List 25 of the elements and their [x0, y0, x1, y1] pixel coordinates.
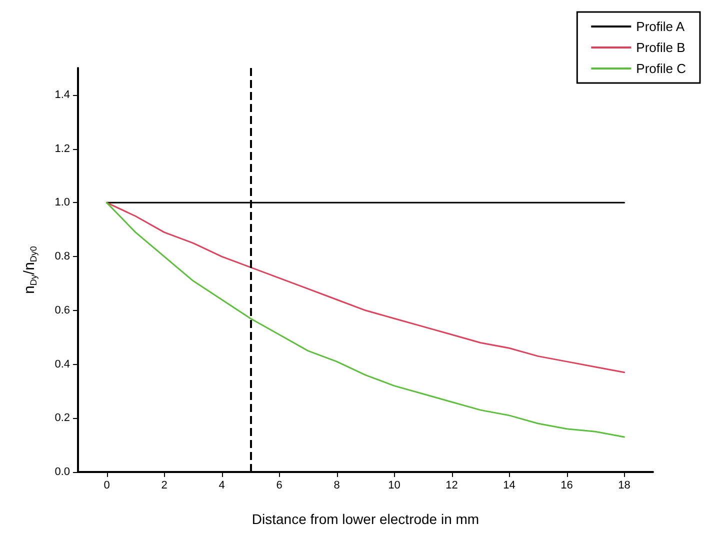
- y-axis-title: nDy/nDy0: [21, 246, 38, 294]
- x-tick-label: 2: [161, 480, 168, 492]
- x-tick-label: 6: [276, 480, 282, 492]
- legend-label: Profile A: [636, 19, 685, 34]
- legend-label: Profile B: [636, 40, 686, 55]
- x-tick-label: 0: [104, 480, 110, 492]
- x-tick-label: 4: [218, 480, 225, 492]
- x-tick-label: 10: [388, 480, 400, 492]
- x-tick-label: 18: [618, 480, 630, 492]
- y-tick-label: 0.0: [54, 466, 70, 478]
- y-tick-label: 1.2: [54, 142, 70, 155]
- y-tick-label: 0.4: [54, 358, 70, 370]
- legend-label: Profile C: [636, 61, 686, 76]
- y-tick-label: 0.6: [54, 304, 70, 316]
- x-tick-label: 8: [334, 480, 340, 492]
- line-series: [106, 202, 625, 438]
- line-series: [106, 202, 625, 374]
- x-tick-label: 16: [560, 480, 573, 492]
- y-tick-label: 0.8: [54, 250, 70, 263]
- x-axis-title: Distance from lower electrode in mm: [252, 511, 480, 527]
- x-tick-label: 12: [446, 480, 458, 492]
- y-tick-label: 1.4: [54, 88, 70, 101]
- y-tick-label: 1.0: [54, 196, 70, 209]
- x-tick-label: 14: [503, 480, 516, 492]
- y-tick-label: 0.2: [54, 412, 70, 424]
